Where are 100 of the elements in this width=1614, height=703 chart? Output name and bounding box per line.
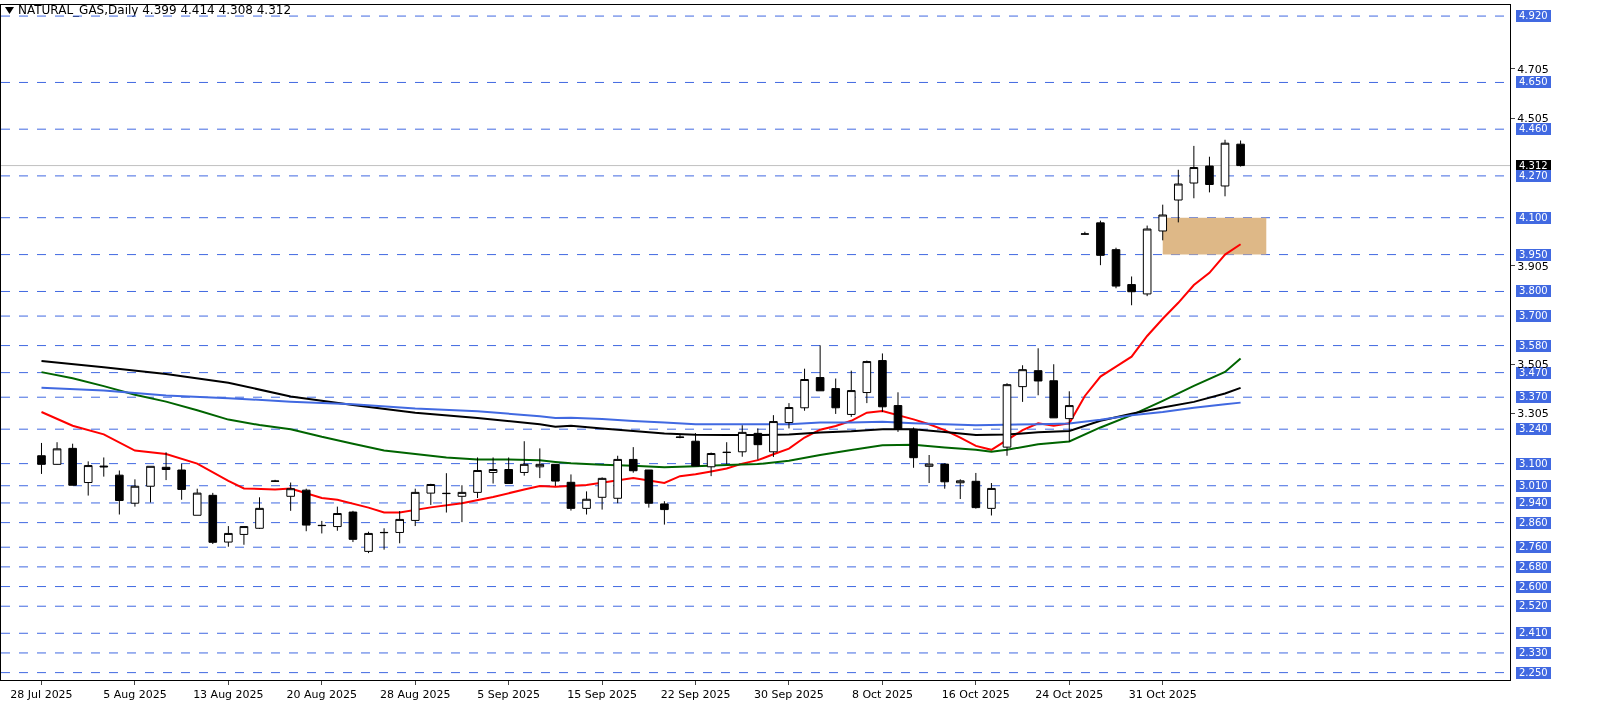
candlestick xyxy=(924,454,934,484)
candlestick xyxy=(1111,247,1121,289)
candlestick xyxy=(115,469,124,516)
candlestick xyxy=(1158,204,1168,241)
candlestick xyxy=(722,441,732,465)
candlestick xyxy=(239,526,249,546)
candlestick xyxy=(177,463,186,501)
candlestick xyxy=(379,527,389,551)
y-tick-label: 3.305 xyxy=(1517,407,1549,421)
candlestick xyxy=(161,451,171,481)
candlestick xyxy=(660,500,669,526)
chart-title: NATURAL_GAS,Daily 4.399 4.414 4.308 4.312 xyxy=(18,3,292,17)
y-tick-label: 4.505 xyxy=(1517,111,1549,125)
x-tick-label: 5 Sep 2025 xyxy=(477,688,541,702)
candlestick xyxy=(1142,225,1152,297)
candlestick xyxy=(1205,156,1214,193)
ref-line-label: 4.100 xyxy=(1516,211,1551,224)
candlestick xyxy=(940,462,950,490)
candlestick xyxy=(551,463,560,487)
ref-line-label: 4.312 xyxy=(1516,159,1551,172)
candlestick xyxy=(301,488,311,532)
candlestick xyxy=(426,483,436,506)
candlestick xyxy=(1096,220,1105,266)
ref-line-label: 2.940 xyxy=(1516,496,1551,509)
candlestick xyxy=(395,510,404,544)
ref-line-label: 2.410 xyxy=(1516,627,1551,640)
x-tick-label: 20 Aug 2025 xyxy=(286,688,358,702)
y-tick-label: 4.705 xyxy=(1517,62,1549,76)
x-tick-label: 30 Sep 2025 xyxy=(754,688,824,702)
ref-line-label: 2.520 xyxy=(1516,600,1551,613)
candlestick xyxy=(1033,347,1043,396)
candlestick xyxy=(1173,169,1183,223)
candlestick xyxy=(784,402,794,429)
candlestick xyxy=(878,352,887,413)
candlestick xyxy=(286,482,295,512)
ref-line-label: 3.700 xyxy=(1516,310,1551,323)
ref-line-label: 4.920 xyxy=(1516,10,1551,23)
candlestick xyxy=(488,456,498,485)
candlestick xyxy=(83,460,93,497)
x-tick-label: 24 Oct 2025 xyxy=(1035,688,1104,702)
candlestick xyxy=(1189,145,1199,199)
candlestick xyxy=(410,488,420,527)
candlestick xyxy=(146,465,155,503)
candlestick xyxy=(1080,231,1090,236)
x-tick-label: 15 Sep 2025 xyxy=(567,688,637,702)
candlestick xyxy=(1220,139,1230,197)
candlestick xyxy=(504,456,513,485)
ref-line-label: 2.760 xyxy=(1516,541,1551,554)
candlestick xyxy=(364,531,373,554)
ref-line-label: 3.800 xyxy=(1516,285,1551,298)
candlestick xyxy=(644,469,654,509)
candlestick xyxy=(457,484,467,523)
ref-line-label: 3.010 xyxy=(1516,479,1551,492)
ref-line-label: 4.460 xyxy=(1516,123,1551,136)
candlestick xyxy=(597,476,607,511)
line-series xyxy=(40,357,1242,469)
candlestick xyxy=(192,488,202,516)
candlestick xyxy=(535,447,545,479)
candlestick xyxy=(846,370,856,418)
candlestick xyxy=(348,510,358,543)
candlestick xyxy=(1018,364,1027,403)
candlestick xyxy=(224,525,233,548)
x-tick-label: 22 Sep 2025 xyxy=(660,688,731,702)
ref-line-label: 2.860 xyxy=(1516,516,1551,529)
candlestick xyxy=(37,442,46,475)
candlestick xyxy=(99,456,109,478)
ref-line-label: 3.100 xyxy=(1516,457,1551,470)
x-tick-label: 16 Oct 2025 xyxy=(941,688,1010,702)
candlestick xyxy=(442,472,451,514)
candlestick xyxy=(613,455,622,504)
candlestick xyxy=(987,482,996,516)
candlestick xyxy=(628,446,638,474)
y-tick-label: 3.905 xyxy=(1517,259,1549,273)
x-tick-label: 13 Aug 2025 xyxy=(193,688,264,702)
candlestick xyxy=(255,496,264,530)
line-series xyxy=(40,243,1242,514)
x-tick-label: 31 Oct 2025 xyxy=(1128,688,1197,702)
candlestick xyxy=(208,492,218,545)
candlestick xyxy=(1049,363,1059,419)
ref-line-label: 2.600 xyxy=(1516,580,1551,593)
candlestick xyxy=(815,344,825,392)
candlestick xyxy=(52,441,62,466)
candlestick xyxy=(706,452,716,477)
ref-line-label: 4.650 xyxy=(1516,76,1551,89)
candlestick xyxy=(1127,275,1136,306)
ref-line-label: 3.370 xyxy=(1516,391,1551,404)
ref-line-label: 2.250 xyxy=(1516,666,1551,679)
ref-line-label: 2.680 xyxy=(1516,560,1551,573)
candlestick xyxy=(971,472,981,510)
x-tick-label: 28 Aug 2025 xyxy=(380,688,451,702)
x-tick-label: 5 Aug 2025 xyxy=(103,688,167,702)
candlestick xyxy=(333,506,342,532)
candlestick xyxy=(955,478,965,500)
candlestick xyxy=(800,368,809,412)
candlestick xyxy=(68,443,77,486)
x-tick-label: 8 Oct 2025 xyxy=(851,688,913,702)
ref-line-label: 3.950 xyxy=(1516,248,1551,261)
ref-line-label: 3.240 xyxy=(1516,423,1551,436)
candlestick xyxy=(862,360,872,404)
candlestick xyxy=(270,479,280,483)
